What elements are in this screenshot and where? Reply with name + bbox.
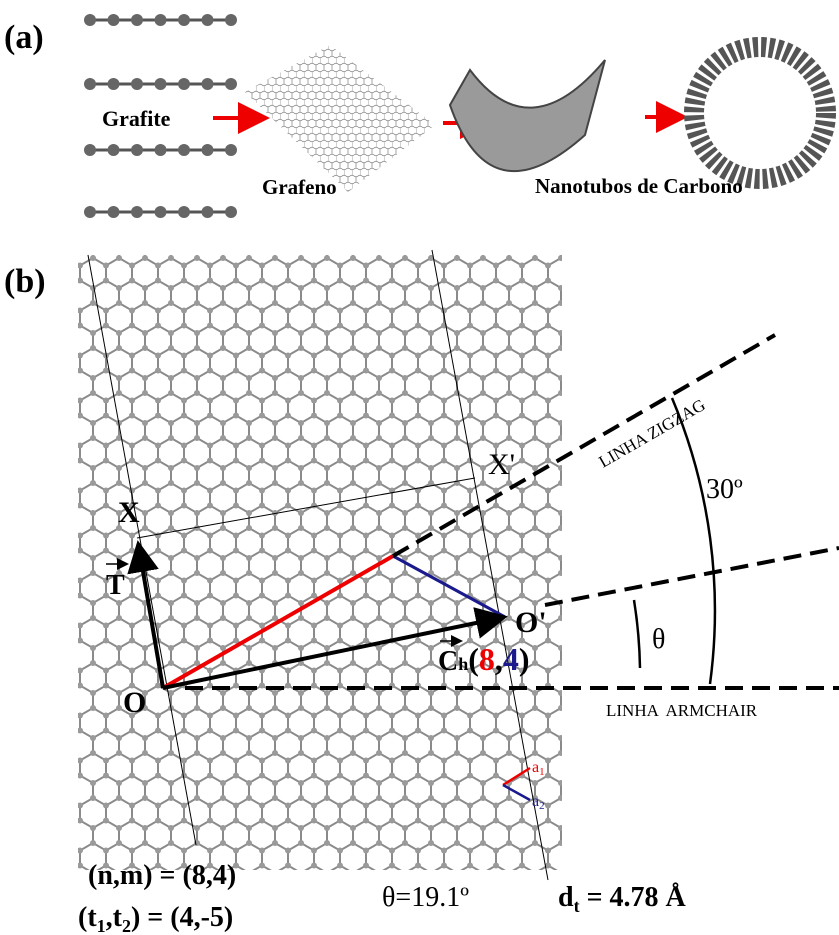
- atom: [178, 14, 190, 26]
- panel-label: (b): [4, 263, 46, 300]
- a1-sub: 1: [539, 766, 545, 778]
- atom: [131, 206, 143, 218]
- eq-part: (t: [78, 902, 97, 933]
- point-label: O: [123, 686, 146, 719]
- eq-part: d: [558, 882, 574, 913]
- atom: [155, 206, 167, 218]
- atom: [155, 78, 167, 90]
- atom: [84, 78, 96, 90]
- atom: [225, 144, 237, 156]
- atom: [178, 144, 190, 156]
- atom: [84, 144, 96, 156]
- a2-sub: 2: [539, 800, 545, 812]
- atom: [155, 144, 167, 156]
- equation: (t1,t2) = (4,-5): [78, 902, 233, 935]
- diameter: dt = 4.78 Å: [558, 882, 687, 916]
- atom: [155, 14, 167, 26]
- atom: [225, 14, 237, 26]
- atom: [84, 206, 96, 218]
- n-index: 8: [479, 641, 495, 677]
- eq-part: ) = (4,-5): [131, 902, 233, 933]
- armchair-label: LINHA ARMCHAIR: [606, 701, 758, 720]
- atom: [225, 78, 237, 90]
- atom: [225, 206, 237, 218]
- angle-label: 30º: [706, 474, 743, 505]
- graphene-label: Grafeno: [262, 175, 337, 199]
- atom: [131, 14, 143, 26]
- atom: [178, 206, 190, 218]
- half-tube: [450, 60, 605, 171]
- atom: [84, 14, 96, 26]
- vector-label: T: [106, 570, 125, 601]
- atom: [131, 78, 143, 90]
- atom: [108, 144, 120, 156]
- a1-text: a: [532, 759, 539, 776]
- eq-sub: 1: [97, 916, 106, 935]
- theta-label: θ: [652, 624, 665, 655]
- m-index: 4: [503, 641, 519, 677]
- eq-sub: 2: [122, 916, 131, 935]
- atom: [108, 206, 120, 218]
- angle-arc: [672, 398, 715, 684]
- a2-text: a: [532, 793, 539, 810]
- comma: ,: [495, 641, 503, 677]
- nanotube-label: Nanotubos de Carbono: [535, 174, 743, 198]
- graphite-label: Grafite: [102, 106, 171, 131]
- atom: [202, 78, 214, 90]
- atom: [178, 78, 190, 90]
- point-label: X: [118, 496, 140, 529]
- graphene-sheet: [245, 45, 435, 192]
- vector-subscript: h: [458, 654, 468, 674]
- eq-part: = 4.78 Å: [580, 882, 687, 913]
- equation: (n,m) = (8,4): [88, 860, 236, 891]
- atom: [202, 14, 214, 26]
- theta-value: θ=19.1º: [382, 882, 469, 913]
- figure: (a) Grafite Grafeno Nanotubos de Carbono…: [0, 0, 839, 935]
- atom: [108, 14, 120, 26]
- eq-part: ,t: [106, 902, 123, 933]
- atom: [202, 206, 214, 218]
- paren: ): [519, 641, 530, 677]
- panel-label: (a): [4, 19, 44, 56]
- atom: [108, 78, 120, 90]
- nanotube: [694, 47, 826, 179]
- chiral-label: Ch(8,4): [438, 641, 530, 677]
- atom: [202, 144, 214, 156]
- angle-arc: [634, 600, 640, 668]
- vector-label: C: [438, 646, 458, 677]
- point-label: O': [515, 606, 547, 639]
- atom: [131, 144, 143, 156]
- point-label: X': [488, 448, 515, 481]
- paren: (: [468, 641, 479, 677]
